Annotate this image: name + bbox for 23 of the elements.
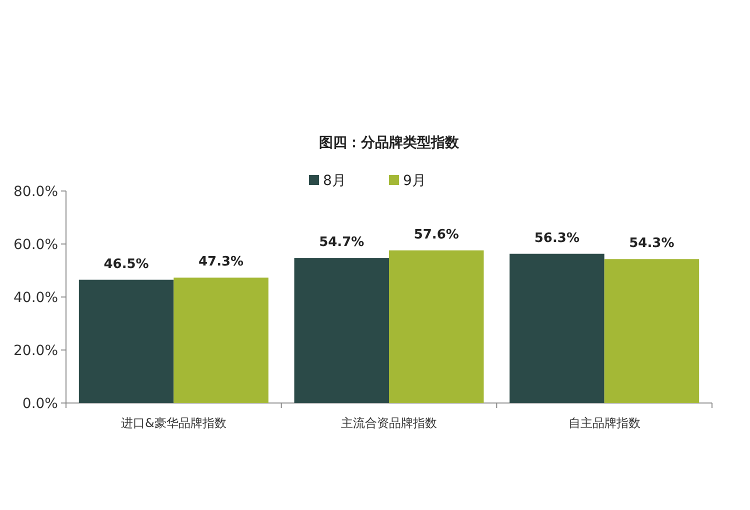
x-tick-label: 进口&豪华品牌指数: [120, 416, 226, 430]
legend-label: 8月: [323, 173, 346, 189]
x-tick-label: 主流合资品牌指数: [341, 416, 437, 430]
x-tick-label: 自主品牌指数: [568, 416, 640, 430]
bar: [294, 258, 389, 403]
bar: [604, 259, 700, 403]
chart-title: 图四：分品牌类型指数: [319, 135, 460, 151]
data-label: 46.5%: [104, 256, 149, 272]
legend-label: 9月: [403, 173, 426, 189]
data-label: 47.3%: [198, 254, 244, 270]
y-tick-label: 60.0%: [14, 237, 58, 253]
bar: [510, 254, 604, 403]
bar: [78, 280, 174, 403]
y-tick-label: 80.0%: [14, 184, 58, 200]
y-tick-label: 40.0%: [14, 290, 58, 306]
bar: [174, 278, 268, 403]
data-label: 57.6%: [414, 227, 459, 242]
y-tick-label: 0.0%: [22, 396, 58, 412]
data-label: 54.3%: [629, 236, 674, 252]
bar: [389, 250, 484, 403]
data-label: 56.3%: [534, 230, 580, 246]
y-tick-label: 20.0%: [14, 343, 58, 359]
data-label: 54.7%: [319, 235, 364, 250]
